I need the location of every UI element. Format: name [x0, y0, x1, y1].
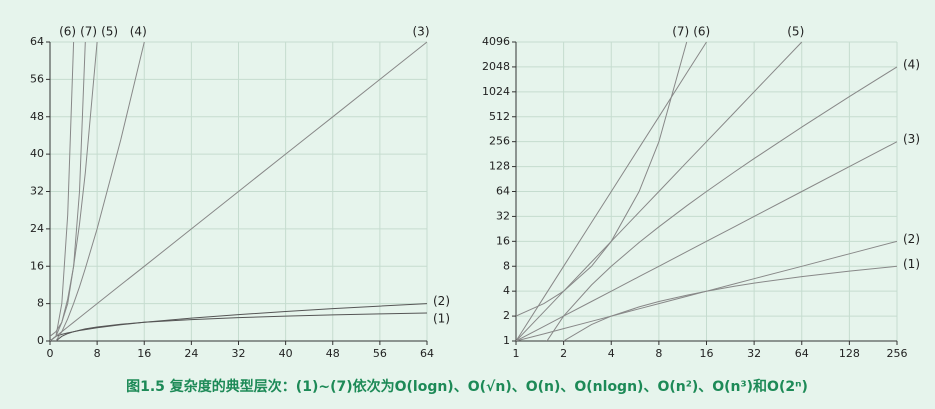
x-tick-label: 128 [839, 347, 860, 360]
x-tick-label: 0 [47, 347, 54, 360]
y-tick-label: 8 [503, 259, 510, 272]
y-tick-label: 0 [37, 334, 44, 347]
y-tick-label: 2 [503, 309, 510, 322]
series-line [50, 41, 427, 341]
caption: 图1.5 复杂度的典型层次：(1)~(7)依次为O(logn)、O(√n)、O(… [126, 378, 808, 395]
x-tick-label: 16 [700, 347, 714, 360]
y-tick-label: 32 [496, 209, 510, 222]
y-tick-label: 128 [489, 160, 510, 173]
series-line [516, 41, 803, 341]
series-label: (2) [903, 232, 920, 246]
series-line [516, 240, 897, 341]
series-line [55, 41, 145, 341]
x-tick-label: 16 [137, 347, 151, 360]
series-label: (6) [693, 25, 710, 39]
y-tick-label: 4 [503, 284, 510, 297]
series-label: (7) [672, 25, 689, 39]
y-tick-label: 4096 [482, 35, 510, 48]
x-tick-label: 24 [184, 347, 198, 360]
y-tick-label: 16 [30, 259, 44, 272]
series-label: (4) [130, 25, 147, 39]
series-label: (1) [903, 257, 920, 271]
x-tick-label: 2 [560, 347, 567, 360]
series-label: (5) [787, 25, 804, 39]
y-tick-label: 40 [30, 147, 44, 160]
x-tick-label: 4 [608, 347, 615, 360]
x-tick-label: 40 [279, 347, 293, 360]
x-tick-label: 1 [513, 347, 520, 360]
y-tick-label: 8 [37, 297, 44, 310]
series-label: (7) [80, 25, 97, 39]
y-tick-label: 56 [30, 72, 44, 85]
y-tick-label: 32 [30, 185, 44, 198]
y-tick-label: 48 [30, 110, 44, 123]
y-tick-label: 16 [496, 234, 510, 247]
x-tick-label: 64 [420, 347, 434, 360]
series-label: (6) [59, 25, 76, 39]
x-tick-label: 32 [747, 347, 761, 360]
series-line [562, 265, 897, 341]
y-tick-label: 512 [489, 110, 510, 123]
y-tick-label: 256 [489, 135, 510, 148]
series-line [50, 41, 75, 341]
series-line [516, 41, 688, 317]
y-tick-label: 1 [503, 334, 510, 347]
chart: 1 2 4 8 16 32 64 128 256 512 1024 2048 4096 1 2 4 8 16 32 6… [482, 25, 920, 361]
series-label: (1) [433, 311, 450, 325]
series-label: (3) [903, 132, 920, 146]
y-tick-label: 24 [30, 222, 44, 235]
x-tick-label: 8 [655, 347, 662, 360]
x-tick-label: 8 [94, 347, 101, 360]
series-line [50, 303, 427, 341]
series-label: (4) [903, 57, 920, 71]
series-label: (2) [433, 294, 450, 308]
x-tick-label: 56 [373, 347, 387, 360]
series-line [50, 41, 86, 337]
y-tick-label: 64 [30, 35, 44, 48]
chart: 0 8 16 24 32 40 48 56 64 0 8 16 24 32 40 48 56 64 (1) (2) (6… [30, 25, 450, 361]
y-tick-label: 2048 [482, 60, 510, 73]
series-label: (5) [101, 25, 118, 39]
series-line [516, 141, 897, 341]
x-tick-label: 32 [232, 347, 246, 360]
series-line [546, 66, 897, 341]
x-tick-label: 48 [326, 347, 340, 360]
y-tick-label: 1024 [482, 85, 510, 98]
y-tick-label: 64 [496, 185, 510, 198]
series-line [516, 41, 707, 341]
x-tick-label: 64 [795, 347, 809, 360]
series-label: (3) [413, 25, 430, 39]
x-tick-label: 256 [887, 347, 908, 360]
